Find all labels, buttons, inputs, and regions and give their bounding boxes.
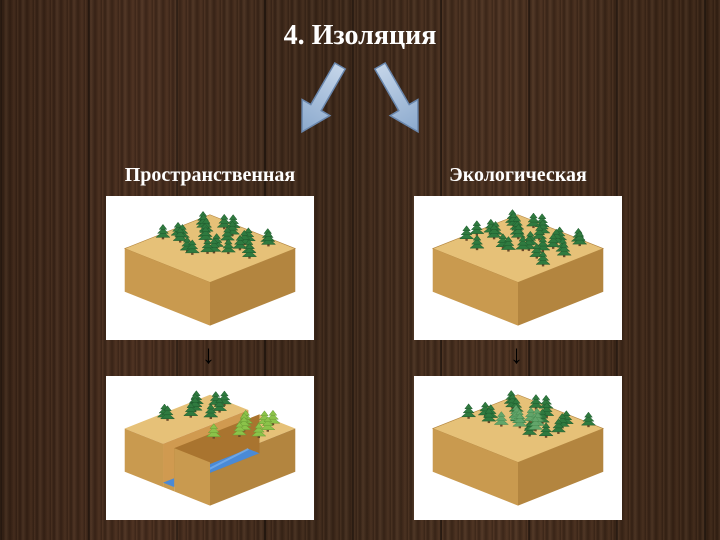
left-label: Пространственная [76,164,344,187]
split-arrows [260,58,460,158]
diagram-ecological-after [414,376,622,520]
right-label: Экологическая [384,164,652,187]
diagram-spatial-before [106,196,314,340]
diagram-spatial-after [106,376,314,520]
slide-title: 4. Изоляция [0,20,720,52]
diagram-ecological-before [414,196,622,340]
down-arrow-left: ↓ [202,340,215,370]
down-arrow-right: ↓ [510,340,523,370]
slide: 4. Изоляция Пространственная Экологическ… [0,0,720,540]
